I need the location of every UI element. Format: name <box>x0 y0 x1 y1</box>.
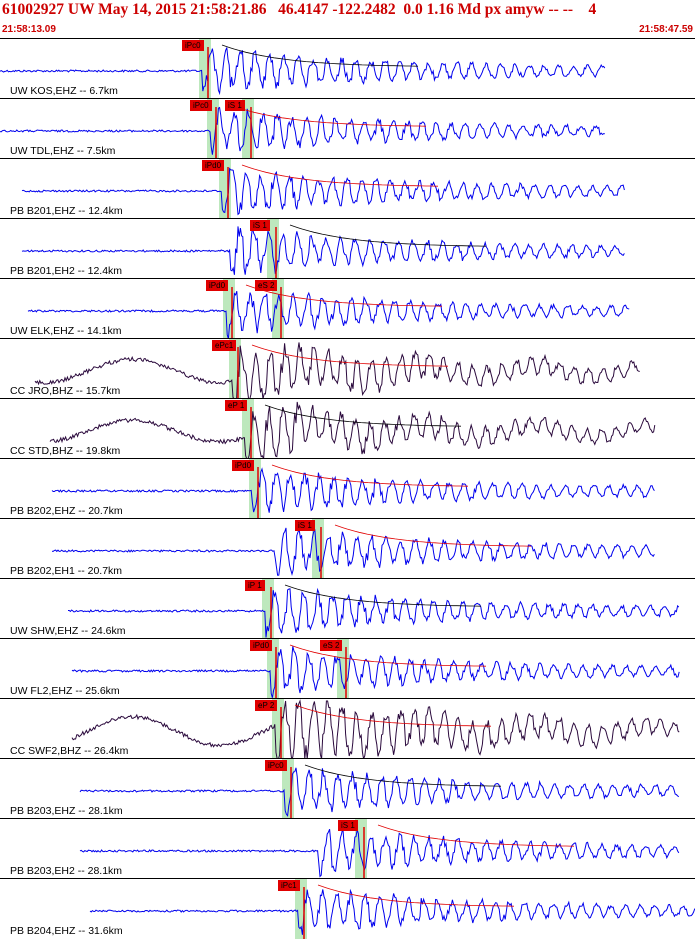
waveform <box>71 639 680 699</box>
trace-line <box>21 226 625 275</box>
pick-label[interactable]: iPd0 <box>202 160 225 171</box>
waveform <box>71 699 680 759</box>
coda-curve <box>264 404 462 427</box>
pick-label[interactable]: iPc1 <box>278 880 300 891</box>
coda-curve <box>304 764 502 787</box>
trace-line <box>34 342 640 399</box>
coda-curve <box>245 284 443 307</box>
coda-curve <box>271 464 469 487</box>
station-panel: ePc1 CC JRO,BHZ -- 15.7km <box>0 338 695 399</box>
pick-label[interactable]: ePc1 <box>212 340 237 351</box>
station-panel: iPc0 iS 1 UW TDL,EHZ -- 7.5km <box>0 98 695 159</box>
trace-line <box>68 587 680 638</box>
coda-curve <box>289 644 487 667</box>
coda-curve <box>251 344 449 367</box>
waveform <box>79 819 680 879</box>
waveform <box>21 219 625 279</box>
start-time: 21:58:13.09 <box>2 24 56 35</box>
coda-curve <box>284 584 482 607</box>
station-label: PB B202,EHZ -- 20.7km <box>10 505 123 517</box>
waveform <box>34 339 640 399</box>
pick-label[interactable]: iS 1 <box>295 520 315 531</box>
trace-line <box>27 290 630 339</box>
trace-line <box>51 527 655 576</box>
station-label: CC STD,BHZ -- 19.8km <box>10 445 121 457</box>
station-label: PB B203,EH2 -- 28.1km <box>10 865 123 877</box>
trace-line <box>49 401 656 459</box>
station-panel: iP 1 UW SHW,EHZ -- 24.6km <box>0 578 695 639</box>
waveform <box>49 399 656 459</box>
pick-label[interactable]: eS 2 <box>255 280 278 291</box>
coda-curve <box>221 44 419 67</box>
pick-label[interactable]: eP 1 <box>225 400 248 411</box>
pick-label[interactable]: iPc0 <box>265 760 287 771</box>
station-label: UW ELK,EHZ -- 14.1km <box>10 325 122 337</box>
station-label: PB B201,EHZ -- 12.4km <box>10 205 123 217</box>
pick-label[interactable]: iPc0 <box>190 100 212 111</box>
pick-label[interactable]: iP 1 <box>245 580 265 591</box>
station-label: UW TDL,EHZ -- 7.5km <box>10 145 116 157</box>
station-label: PB B203,EHZ -- 28.1km <box>10 805 123 817</box>
seismogram-panels: iPc0 UW KOS,EHZ -- 6.7km iPc0 iS 1 UW TDL,EH… <box>0 38 695 939</box>
station-label: UW SHW,EHZ -- 24.6km <box>10 625 126 637</box>
coda-curve <box>377 824 575 847</box>
station-label: PB B202,EH1 -- 20.7km <box>10 565 123 577</box>
pick-label[interactable]: iS 1 <box>225 100 245 111</box>
station-label: CC JRO,BHZ -- 15.7km <box>10 385 121 397</box>
pick-label[interactable]: iPd0 <box>250 640 273 651</box>
station-panel: iS 1 PB B202,EH1 -- 20.7km <box>0 518 695 579</box>
station-label: PB B204,EHZ -- 31.6km <box>10 925 123 937</box>
waveform <box>0 99 605 159</box>
coda-curve <box>241 164 439 187</box>
trace-line <box>79 827 680 878</box>
end-time: 21:58:47.59 <box>639 24 693 35</box>
station-label: CC SWF2,BHZ -- 26.4km <box>10 745 129 757</box>
station-panel: iPd0 eS 2 UW ELK,EHZ -- 14.1km <box>0 278 695 339</box>
pick-label[interactable]: iPd0 <box>206 280 229 291</box>
station-panel: iS 1 PB B201,EH2 -- 12.4km <box>0 218 695 279</box>
trace-line <box>21 167 625 216</box>
waveform <box>89 879 695 939</box>
station-label: UW KOS,EHZ -- 6.7km <box>10 85 118 97</box>
waveform <box>0 39 606 99</box>
pick-label[interactable]: iPc0 <box>182 40 204 51</box>
station-panel: iPd0 PB B202,EHZ -- 20.7km <box>0 458 695 519</box>
trace-line <box>71 646 680 698</box>
header: 61002927 UW May 14, 2015 21:58:21.86 46.… <box>0 0 695 38</box>
pick-label[interactable]: eP 2 <box>255 700 278 711</box>
pick-label[interactable]: iPd0 <box>232 460 255 471</box>
pick-label[interactable]: iS 1 <box>338 820 358 831</box>
station-panel: eP 1 CC STD,BHZ -- 19.8km <box>0 398 695 459</box>
waveform <box>27 279 630 339</box>
event-title: 61002927 UW May 14, 2015 21:58:21.86 46.… <box>2 1 597 18</box>
station-panel: iPc0 UW KOS,EHZ -- 6.7km <box>0 38 695 99</box>
waveform <box>51 459 655 519</box>
waveform <box>21 159 625 219</box>
trace-line <box>71 699 680 759</box>
waveform <box>51 519 655 579</box>
coda-curve <box>317 884 515 907</box>
waveform <box>68 579 680 639</box>
station-label: PB B201,EH2 -- 12.4km <box>10 265 123 277</box>
station-panel: eP 2 CC SWF2,BHZ -- 26.4km <box>0 698 695 759</box>
waveform <box>79 759 680 819</box>
trace-line <box>51 467 655 513</box>
trace-line <box>89 888 695 935</box>
trace-line <box>0 106 605 155</box>
coda-curve <box>289 224 487 247</box>
coda-curve <box>334 524 532 547</box>
station-panel: iPd0 eS 2 UW FL2,EHZ -- 25.6km <box>0 638 695 699</box>
coda-curve <box>229 104 427 127</box>
station-panel: iPc0 PB B203,EHZ -- 28.1km <box>0 758 695 819</box>
trace-line <box>79 767 680 817</box>
pick-label[interactable]: iS 1 <box>250 220 270 231</box>
station-label: UW FL2,EHZ -- 25.6km <box>10 685 120 697</box>
station-panel: iPd0 PB B201,EHZ -- 12.4km <box>0 158 695 219</box>
station-panel: iPc1 PB B204,EHZ -- 31.6km <box>0 878 695 939</box>
coda-curve <box>294 704 492 727</box>
station-panel: iS 1 PB B203,EH2 -- 28.1km <box>0 818 695 879</box>
pick-label[interactable]: eS 2 <box>320 640 343 651</box>
trace-line <box>0 47 606 96</box>
